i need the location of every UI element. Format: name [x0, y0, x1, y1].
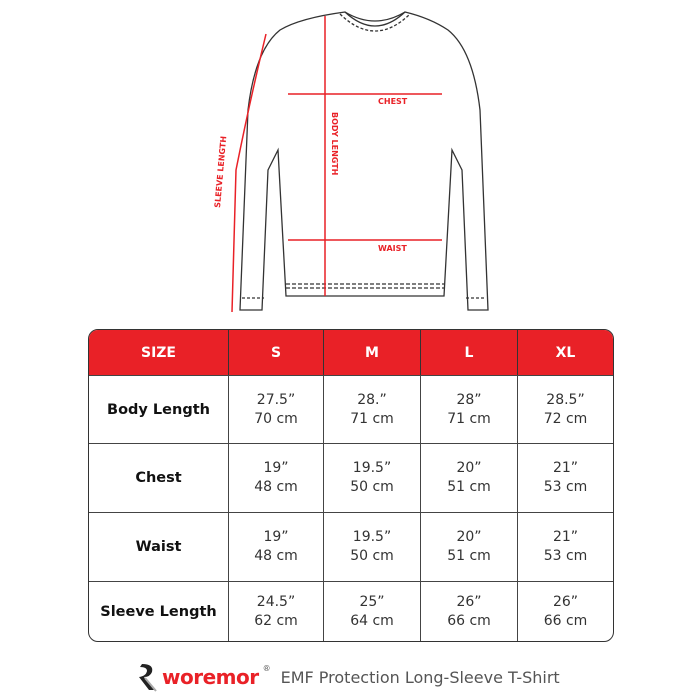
- cell: 19” 48 cm: [229, 444, 324, 512]
- cm: 48 cm: [254, 548, 298, 564]
- table-row: Sleeve Length 24.5” 62 cm 25” 64 cm 26” 66 …: [89, 582, 613, 641]
- inch: 28.5”: [546, 391, 585, 408]
- inch: 20”: [456, 460, 482, 476]
- table-row: Body Length 27.5” 70 cm 28.” 71 cm 28” 71 c…: [89, 376, 613, 444]
- sleeve-length-line: [231, 33, 267, 313]
- header-s: S: [229, 330, 324, 375]
- footer: woremor ® EMF Protection Long-Sleeve T-S…: [136, 662, 560, 692]
- cell: 28.” 71 cm: [324, 376, 421, 443]
- cell: 25” 64 cm: [324, 582, 421, 641]
- cm: 66 cm: [543, 612, 588, 629]
- cm: 64 cm: [350, 612, 394, 629]
- inch: 19.5”: [352, 529, 392, 545]
- table-header: SIZE S M L XL: [89, 330, 613, 376]
- cm: 53 cm: [543, 479, 588, 495]
- table-row: Chest 19” 48 cm 19.5” 50 cm 20” 51 cm 21” 53…: [89, 444, 613, 513]
- cell: 21” 53 cm: [518, 513, 613, 581]
- inch: 28”: [456, 391, 482, 408]
- cm: 71 cm: [447, 410, 491, 427]
- cm: 71 cm: [350, 410, 394, 427]
- cell: 20” 51 cm: [421, 513, 518, 581]
- size-chart-table: SIZE S M L XL Body Length 27.5” 70 cm 28.…: [88, 329, 614, 642]
- cell: 20” 51 cm: [421, 444, 518, 512]
- row-label: Waist: [89, 513, 229, 581]
- cm: 50 cm: [350, 548, 394, 564]
- cell: 28” 71 cm: [421, 376, 518, 443]
- inch: 21”: [552, 460, 579, 476]
- inch: 26”: [456, 593, 482, 610]
- cell: 19.5” 50 cm: [324, 513, 421, 581]
- inch: 26”: [552, 593, 579, 610]
- inch: 21”: [552, 529, 579, 545]
- cell: 19” 48 cm: [229, 513, 324, 581]
- cm: 51 cm: [447, 548, 491, 564]
- body-length-label: BODY LENGTH: [330, 112, 339, 175]
- inch: 28.”: [357, 391, 387, 408]
- header-size: SIZE: [89, 330, 229, 375]
- inch: 27.5”: [256, 391, 296, 408]
- header-xl: XL: [555, 344, 576, 361]
- header-l: L: [421, 330, 518, 375]
- inch: 20”: [456, 529, 482, 545]
- cell: 26” 66 cm: [421, 582, 518, 641]
- sleeve-length-label: SLEEVE LENGTH: [213, 136, 228, 209]
- cell: 21” 53 cm: [518, 444, 613, 512]
- shirt-diagram: CHEST WAIST BODY LENGTH SLEEVE LENGTH: [213, 11, 489, 313]
- shirt-outline: [239, 11, 489, 311]
- inch: 19.5”: [352, 460, 392, 476]
- chest-label: CHEST: [378, 97, 408, 106]
- registered-mark: ®: [262, 664, 271, 673]
- header-m: M: [324, 330, 421, 375]
- table-row: Waist 19” 48 cm 19.5” 50 cm 20” 51 cm 21” 53…: [89, 513, 613, 582]
- cell: 24.5” 62 cm: [229, 582, 324, 641]
- inch: 19”: [263, 460, 289, 476]
- cell: 19.5” 50 cm: [324, 444, 421, 512]
- cm: 50 cm: [350, 479, 394, 495]
- row-label: Body Length: [89, 376, 229, 443]
- cm: 66 cm: [447, 612, 491, 629]
- row-label: Sleeve Length: [89, 582, 229, 641]
- product-title: EMF Protection Long-Sleeve T-Shirt: [280, 667, 560, 687]
- cell: 26” 66 cm: [518, 582, 613, 641]
- inch: 24.5”: [256, 593, 296, 610]
- cm: 53 cm: [543, 548, 588, 564]
- row-label: Chest: [89, 444, 229, 512]
- cm: 62 cm: [254, 612, 298, 629]
- waist-label: WAIST: [378, 244, 407, 253]
- inch: 19”: [263, 529, 289, 545]
- cm: 48 cm: [254, 479, 298, 495]
- brand-name: woremor: [162, 665, 259, 689]
- cm: 72 cm: [543, 410, 588, 427]
- brand-logo-icon: [139, 664, 157, 692]
- cm: 70 cm: [254, 410, 298, 427]
- inch: 25”: [359, 593, 385, 610]
- cell: 28.5” 72 cm: [518, 376, 613, 443]
- cell: 27.5” 70 cm: [229, 376, 324, 443]
- cm: 51 cm: [447, 479, 491, 495]
